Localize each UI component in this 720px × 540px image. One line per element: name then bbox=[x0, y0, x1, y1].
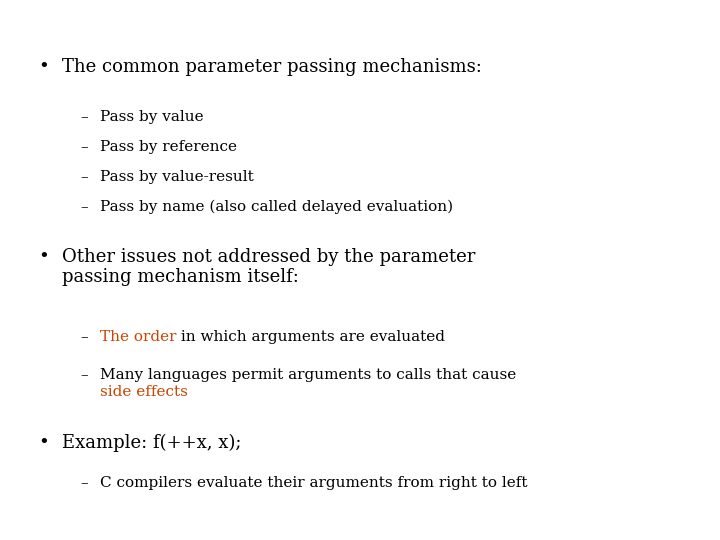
Text: Example: f(++x, x);: Example: f(++x, x); bbox=[62, 434, 241, 453]
Text: –: – bbox=[80, 140, 88, 154]
Text: –: – bbox=[80, 170, 88, 184]
Text: •: • bbox=[38, 248, 49, 266]
Text: Other issues not addressed by the parameter: Other issues not addressed by the parame… bbox=[62, 248, 475, 266]
Text: •: • bbox=[38, 58, 49, 76]
Text: The common parameter passing mechanisms:: The common parameter passing mechanisms: bbox=[62, 58, 482, 76]
Text: Pass by value: Pass by value bbox=[100, 110, 204, 124]
Text: passing mechanism itself:: passing mechanism itself: bbox=[62, 268, 299, 286]
Text: Pass by name (also called delayed evaluation): Pass by name (also called delayed evalua… bbox=[100, 200, 453, 214]
Text: –: – bbox=[80, 200, 88, 214]
Text: •: • bbox=[38, 434, 49, 452]
Text: side effects: side effects bbox=[100, 385, 188, 399]
Text: The order: The order bbox=[100, 330, 176, 344]
Text: –: – bbox=[80, 368, 88, 382]
Text: C compilers evaluate their arguments from right to left: C compilers evaluate their arguments fro… bbox=[100, 476, 528, 490]
Text: Pass by reference: Pass by reference bbox=[100, 140, 237, 154]
Text: –: – bbox=[80, 330, 88, 344]
Text: in which arguments are evaluated: in which arguments are evaluated bbox=[176, 330, 446, 344]
Text: –: – bbox=[80, 476, 88, 490]
Text: –: – bbox=[80, 110, 88, 124]
Text: Pass by value-result: Pass by value-result bbox=[100, 170, 253, 184]
Text: Many languages permit arguments to calls that cause: Many languages permit arguments to calls… bbox=[100, 368, 516, 382]
